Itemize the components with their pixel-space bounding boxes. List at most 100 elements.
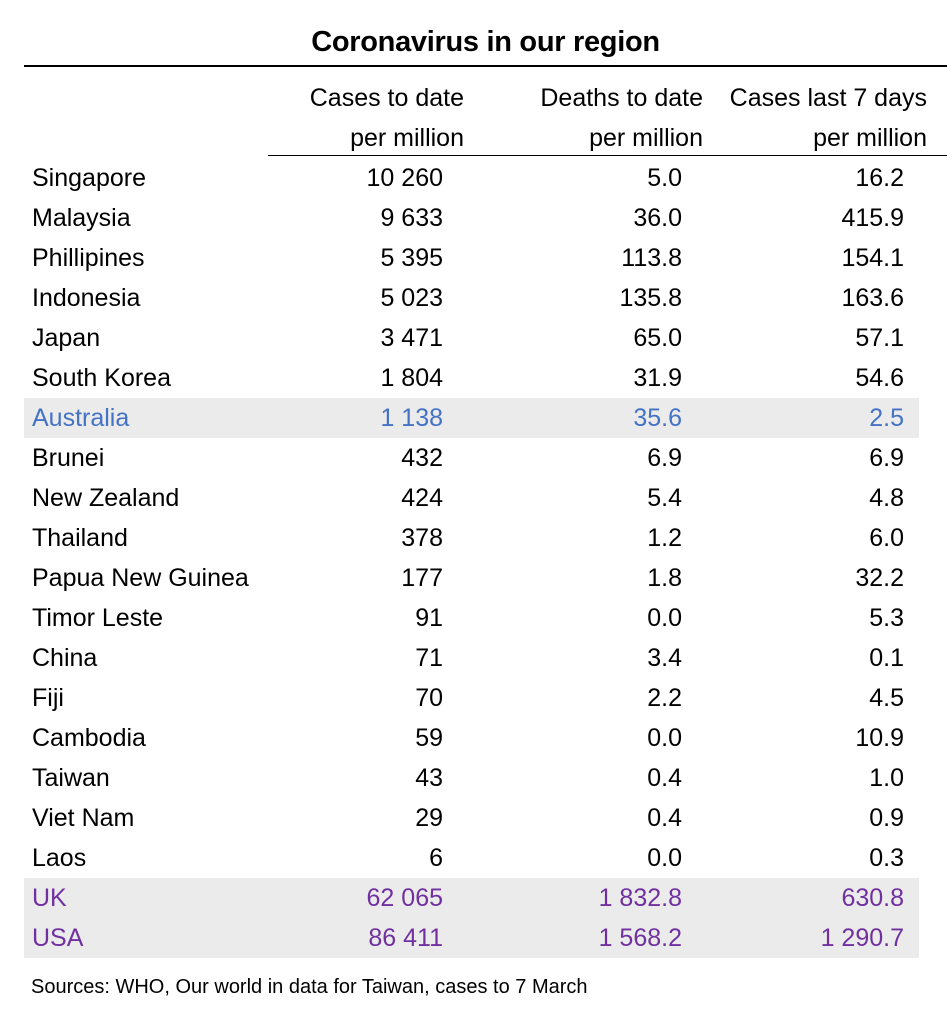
cases-cell: 1 138: [380, 404, 443, 432]
column-header-deaths-line1: Deaths to date: [540, 84, 703, 112]
table-row: Fiji 70 2.2 4.5: [24, 678, 919, 718]
deaths-cell: 1.2: [647, 524, 682, 552]
deaths-cell: 0.0: [647, 604, 682, 632]
country-cell: Laos: [32, 844, 87, 872]
deaths-cell: 65.0: [633, 324, 682, 352]
deaths-cell: 113.8: [621, 244, 682, 272]
table-row: Viet Nam 29 0.4 0.9: [24, 798, 919, 838]
column-header-cases-line1: Cases to date: [309, 84, 464, 112]
cases-cell: 71: [415, 644, 443, 672]
cases-cell: 5 395: [380, 244, 443, 272]
cases-cell: 29: [415, 804, 443, 832]
cases-cell: 43: [415, 764, 443, 792]
table-row: New Zealand 424 5.4 4.8: [24, 478, 919, 518]
cases-cell: 424: [401, 484, 443, 512]
country-cell: Papua New Guinea: [32, 564, 249, 592]
deaths-cell: 0.4: [647, 804, 682, 832]
cases-7-days-cell: 5.3: [869, 604, 904, 632]
deaths-cell: 2.2: [647, 684, 682, 712]
cases-cell: 1 804: [380, 364, 443, 392]
cases-cell: 3 471: [380, 324, 443, 352]
country-cell: Thailand: [32, 524, 128, 552]
country-cell: Timor Leste: [32, 604, 164, 632]
deaths-cell: 1.8: [647, 564, 682, 592]
cases-cell: 62 065: [366, 884, 443, 912]
country-cell: Malaysia: [32, 204, 131, 232]
table-title: Coronavirus in our region: [311, 26, 660, 58]
country-cell: Phillipines: [32, 244, 145, 272]
cases-cell: 9 633: [380, 204, 443, 232]
table-row: Indonesia 5 023 135.8 163.6: [24, 278, 919, 318]
table-row: Malaysia 9 633 36.0 415.9: [24, 198, 919, 238]
deaths-cell: 3.4: [647, 644, 682, 672]
title-divider: [24, 65, 947, 67]
cases-7-days-cell: 415.9: [841, 204, 904, 232]
cases-7-days-cell: 630.8: [841, 884, 904, 912]
table-row: Singapore 10 260 5.0 16.2: [24, 158, 919, 198]
country-cell: Japan: [32, 324, 101, 352]
deaths-cell: 0.0: [647, 844, 682, 872]
column-header-cases-7-days-line1: Cases last 7 days: [729, 84, 927, 112]
cases-cell: 6: [429, 844, 443, 872]
table-row: Phillipines 5 395 113.8 154.1: [24, 238, 919, 278]
column-header-cases-7-days-line2: per million: [813, 124, 927, 152]
deaths-cell: 0.0: [647, 724, 682, 752]
country-cell: Australia: [32, 404, 130, 432]
country-cell: USA: [32, 924, 84, 952]
table-row: Papua New Guinea 177 1.8 32.2: [24, 558, 919, 598]
cases-7-days-cell: 1.0: [869, 764, 904, 792]
table-row: Laos 6 0.0 0.3: [24, 838, 919, 878]
deaths-cell: 35.6: [633, 404, 682, 432]
column-header-deaths-line2: per million: [589, 124, 703, 152]
country-cell: New Zealand: [32, 484, 180, 512]
column-header-deaths: Deaths to date per million: [540, 78, 703, 158]
cases-cell: 86 411: [368, 924, 443, 952]
cases-cell: 5 023: [380, 284, 443, 312]
deaths-cell: 5.0: [647, 164, 682, 192]
cases-7-days-cell: 2.5: [869, 404, 904, 432]
table-row: Timor Leste 91 0.0 5.3: [24, 598, 919, 638]
country-cell: Taiwan: [32, 764, 110, 792]
deaths-cell: 0.4: [647, 764, 682, 792]
cases-7-days-cell: 4.8: [869, 484, 904, 512]
country-cell: Viet Nam: [32, 804, 135, 832]
country-cell: Brunei: [32, 444, 105, 472]
deaths-cell: 135.8: [619, 284, 682, 312]
cases-7-days-cell: 16.2: [855, 164, 904, 192]
cases-7-days-cell: 10.9: [855, 724, 904, 752]
table-row: South Korea 1 804 31.9 54.6: [24, 358, 919, 398]
country-cell: UK: [32, 884, 67, 912]
cases-7-days-cell: 32.2: [855, 564, 904, 592]
deaths-cell: 1 568.2: [598, 924, 682, 952]
table-row: Australia 1 138 35.6 2.5: [24, 398, 919, 438]
table-row: Cambodia 59 0.0 10.9: [24, 718, 919, 758]
cases-cell: 378: [401, 524, 443, 552]
cases-7-days-cell: 6.0: [869, 524, 904, 552]
cases-cell: 59: [415, 724, 443, 752]
cases-cell: 10 260: [366, 164, 443, 192]
cases-cell: 91: [415, 604, 443, 632]
deaths-cell: 6.9: [647, 444, 682, 472]
cases-7-days-cell: 1 290.7: [820, 924, 904, 952]
cases-7-days-cell: 163.6: [841, 284, 904, 312]
cases-cell: 70: [415, 684, 443, 712]
country-cell: Singapore: [32, 164, 146, 192]
table-row: UK 62 065 1 832.8 630.8: [24, 878, 919, 918]
table-row: Japan 3 471 65.0 57.1: [24, 318, 919, 358]
column-header-cases-7-days: Cases last 7 days per million: [730, 78, 927, 158]
cases-7-days-cell: 4.5: [869, 684, 904, 712]
deaths-cell: 1 832.8: [598, 884, 682, 912]
cases-7-days-cell: 154.1: [841, 244, 904, 272]
column-header-cases-line2: per million: [350, 124, 464, 152]
country-cell: Indonesia: [32, 284, 141, 312]
cases-7-days-cell: 0.9: [869, 804, 904, 832]
cases-7-days-cell: 0.1: [869, 644, 904, 672]
header-divider: [268, 155, 947, 156]
cases-7-days-cell: 57.1: [855, 324, 904, 352]
deaths-cell: 31.9: [633, 364, 682, 392]
table-row: USA 86 411 1 568.2 1 290.7: [24, 918, 919, 958]
country-cell: South Korea: [32, 364, 171, 392]
cases-7-days-cell: 54.6: [855, 364, 904, 392]
country-cell: Fiji: [32, 684, 64, 712]
